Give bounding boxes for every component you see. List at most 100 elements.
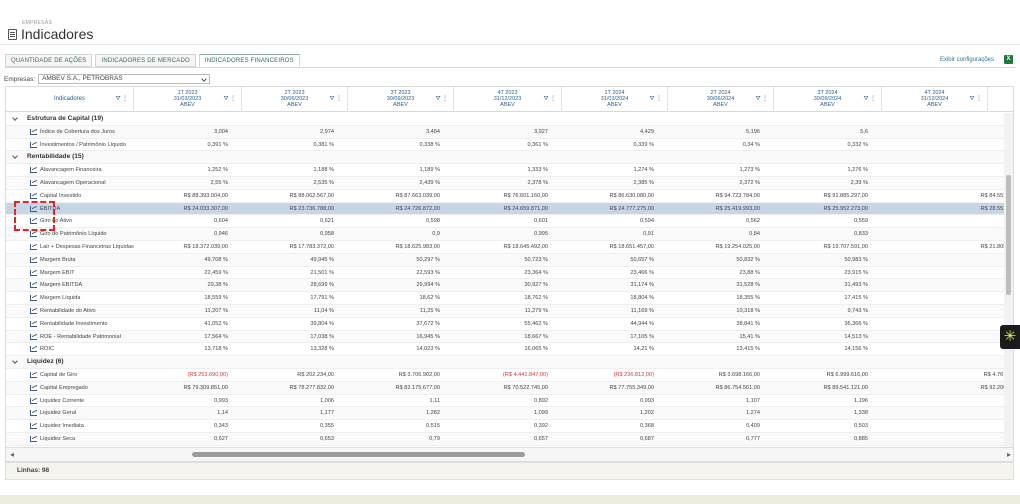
sun-widget-icon[interactable]: ✳ [1000, 325, 1020, 349]
column-menu-icon[interactable]: ⋮ [870, 96, 876, 102]
column-header-period[interactable]: 1T 2024 31/03/2024 ABEV ⛛ ⋮ [562, 87, 668, 112]
table-row[interactable]: Margem Líquida 18,559 % 17,791 % 18,62 % 18,… [6, 292, 1013, 305]
company-filter-label: Empresas: [4, 75, 36, 83]
column-header-period[interactable]: 3T 2023 30/09/2023 ABEV ⛛ ⋮ [348, 87, 454, 112]
column-header-period[interactable]: 2T 2023 30/06/2023 ABEV ⛛ ⋮ [242, 87, 348, 112]
table-row[interactable]: Liquidez Corrente 0,993 1,006 1,11 0,892 0,99… [6, 395, 1013, 408]
group-row[interactable]: Liquidez (6) [6, 356, 1013, 369]
chart-icon[interactable] [30, 167, 37, 174]
column-menu-icon[interactable]: ⋮ [442, 96, 448, 102]
chart-icon[interactable] [30, 179, 37, 186]
table-row[interactable]: ROIC 13,718 % 13,328 % 14,023 % 16,065 % 14,2… [6, 343, 1013, 357]
table-row[interactable]: Capital Investido R$ 88.393.004,00 R$ 88.0… [6, 190, 1013, 203]
chevron-down-icon[interactable] [12, 358, 18, 364]
table-row[interactable]: Rentabilidade do Ativo 11,207 % 11,04 % 11,… [6, 304, 1013, 318]
filter-icon[interactable]: ⛛ [435, 96, 441, 102]
table-row[interactable]: Liquidez Seca 0,627 0,653 0,79 0,657 0,687 0,7… [6, 432, 1013, 446]
chart-icon[interactable] [30, 282, 37, 289]
tab-quantidade-acoes[interactable]: QUANTIDADE DE AÇÕES [5, 54, 93, 67]
table-row[interactable]: Giro do Ativo 0,604 0,621 0,598 0,601 0,594 0,… [6, 215, 1013, 229]
chart-icon[interactable] [30, 231, 37, 238]
chart-icon[interactable] [30, 423, 37, 430]
column-menu-icon[interactable]: ⋮ [336, 96, 342, 102]
tab-indicadores-financeiros[interactable]: INDICADORES FINANCEIROS [198, 54, 300, 67]
column-menu-icon[interactable]: ⋮ [550, 96, 556, 102]
chevron-down-icon[interactable] [12, 115, 18, 121]
tab-indicadores-mercado[interactable]: INDICADORES DE MERCADO [95, 54, 196, 67]
table-row[interactable]: Alavancagem Financeira 1,252 % 1,188 % 1,18… [6, 164, 1013, 177]
excel-icon[interactable]: X [1004, 55, 1013, 64]
table-row[interactable]: Rentabilidade Investimento 41,052 % 39,804… [6, 318, 1013, 331]
chart-icon[interactable] [30, 295, 37, 302]
column-header-period: 1T 2024 [604, 90, 625, 96]
chart-icon[interactable] [30, 205, 37, 212]
chart-icon[interactable] [30, 397, 37, 404]
table-row[interactable]: Capital de Giro (R$ 253.690,00) R$ 202.234… [6, 369, 1013, 382]
chart-icon[interactable] [30, 269, 37, 276]
table-row[interactable]: Capital Empregado R$ 79.309.851,00 R$ 78.2… [6, 381, 1013, 395]
column-header-period[interactable]: 4T 2023 31/12/2023 ABEV ⛛ ⋮ [454, 87, 562, 112]
filter-icon[interactable]: ⛛ [329, 96, 335, 102]
chart-icon[interactable] [30, 410, 37, 417]
table-row[interactable]: Índice de Cobertura dos Juros 3,004 2,974 3… [6, 125, 1013, 139]
filter-icon[interactable]: ⛛ [223, 96, 229, 102]
column-header-indicadores[interactable]: Indicadores ⛛ ⋮ [6, 87, 134, 112]
filter-icon[interactable]: ⛛ [969, 96, 975, 102]
filter-icon[interactable]: ⛛ [649, 96, 655, 102]
chart-icon[interactable] [30, 141, 37, 148]
chevron-down-icon[interactable] [12, 153, 18, 160]
table-row[interactable]: Margem Bruta 49,708 % 49,945 % 50,297 % 50,7… [6, 253, 1013, 267]
group-row[interactable]: Estrutura de Capital (19) [6, 113, 1013, 126]
chart-icon[interactable] [30, 320, 37, 327]
table-row[interactable]: Giro do Patrimônio Líquido 0,946 0,958 0,9 0… [6, 228, 1013, 241]
column-menu-icon[interactable]: ⋮ [230, 96, 236, 102]
column-header-period[interactable]: 4T 2024 31/12/2024 ABEV ⛛ ⋮ [882, 87, 988, 112]
column-menu-icon[interactable]: ⋮ [122, 96, 128, 102]
chart-icon[interactable] [30, 346, 37, 353]
filter-icon[interactable]: ⛛ [115, 96, 121, 102]
chart-icon[interactable] [30, 243, 37, 250]
cell-value: 0,687 [640, 435, 654, 442]
chart-icon[interactable] [30, 192, 37, 199]
column-menu-icon[interactable]: ⋮ [762, 96, 768, 102]
column-header-period[interactable]: 2T 2024 30/06/2024 ABEV ⛛ ⋮ [668, 87, 774, 112]
vertical-scrollbar[interactable] [1004, 113, 1013, 448]
chart-icon[interactable] [30, 218, 37, 225]
indicator-name: Liquidez (6) [27, 358, 64, 366]
scrollbar-thumb[interactable] [1006, 175, 1011, 295]
company-select[interactable]: AMBEV S.A., PETROBRAS [38, 74, 211, 84]
table-row[interactable]: Margem EBIT 22,459 % 21,501 % 22,593 % 23,36… [6, 267, 1013, 280]
table-row[interactable]: Liquidez Geral 1,14 1,177 1,282 1,099 1,202 1,… [6, 407, 1013, 421]
column-header-period[interactable]: 3T 2024 30/09/2024 ABEV ⛛ ⋮ [774, 87, 882, 112]
chart-icon[interactable] [30, 435, 37, 442]
filter-icon[interactable]: ⛛ [863, 96, 869, 102]
table-row[interactable]: Liquidez Imediata 0,343 0,355 0,515 0,392 0,3… [6, 420, 1013, 433]
scroll-left-icon[interactable]: ◂ [10, 450, 15, 459]
column-header-period[interactable]: 1T 2023 31/03/2023 ABEV ⛛ ⋮ [134, 87, 242, 112]
table-row[interactable]: EBITDA R$ 24.033.307,00 R$ 23.736.788,00 R$… [6, 202, 1013, 216]
chart-icon[interactable] [30, 333, 37, 340]
cell-value: 16,065 % [524, 346, 548, 353]
table-row[interactable]: Margem EBITDA 29,38 % 28,699 % 29,994 % 30,9… [6, 279, 1013, 293]
page-bottom [0, 480, 1020, 504]
scrollbar-thumb[interactable] [192, 452, 525, 457]
filter-icon[interactable]: ⛛ [543, 96, 549, 102]
cell-value: R$ 19.254.025,00 [715, 243, 760, 250]
chart-icon[interactable] [30, 256, 37, 263]
scroll-right-icon[interactable]: ▸ [1006, 450, 1011, 459]
table-row[interactable]: Investimentos / Patrimônio Líquido 0,391 … [6, 139, 1013, 152]
chart-icon[interactable] [30, 371, 37, 378]
chart-icon[interactable] [30, 128, 37, 135]
cell-value: 1,11 [429, 397, 440, 404]
column-menu-icon[interactable]: ⋮ [656, 96, 662, 102]
group-row[interactable]: Rentabilidade (15) [6, 151, 1013, 165]
chart-icon[interactable] [30, 307, 37, 314]
table-row[interactable]: Alavancagem Operacional 2,55 % 2,535 % 2,43… [6, 176, 1013, 190]
filter-icon[interactable]: ⛛ [755, 96, 761, 102]
config-link[interactable]: Exibir configurações [939, 57, 994, 63]
column-menu-icon[interactable]: ⋮ [976, 96, 982, 102]
horizontal-scrollbar[interactable]: ◂ ▸ [6, 447, 1013, 461]
chart-icon[interactable] [30, 384, 37, 391]
table-row[interactable]: ROE - Rentabilidade Patrimonial 17,564 % 1… [6, 330, 1013, 344]
table-row[interactable]: Lair + Despesas Financeiras Líquidas R$ 1… [6, 241, 1013, 254]
